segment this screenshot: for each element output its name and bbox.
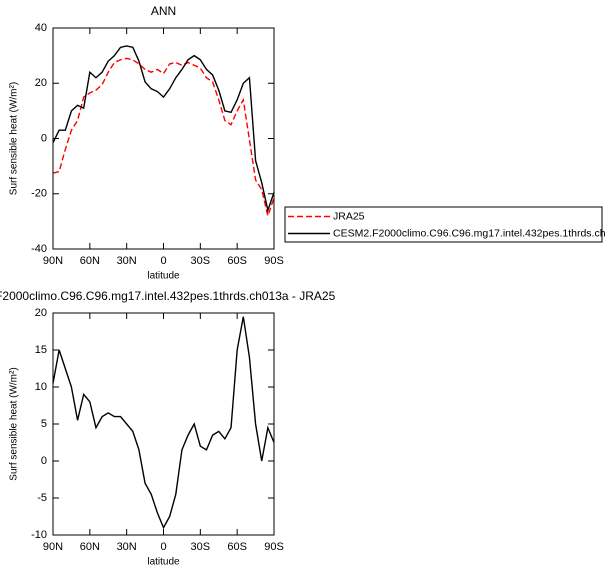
x-tick-label: 60N bbox=[80, 255, 100, 267]
y-tick-label: -40 bbox=[31, 243, 47, 255]
x-tick-label: 60S bbox=[227, 255, 247, 267]
y-tick-label: 10 bbox=[35, 381, 47, 393]
data-line bbox=[52, 45, 275, 213]
y-tick-label: 20 bbox=[35, 307, 47, 319]
x-tick-label: 60N bbox=[80, 541, 100, 553]
x-tick-label: 90S bbox=[264, 255, 284, 267]
x-tick-label: 90S bbox=[264, 541, 284, 553]
x-tick-label: 90N bbox=[43, 541, 63, 553]
chart-title: ANN bbox=[151, 4, 176, 18]
x-tick-label: 30N bbox=[117, 255, 137, 267]
x-tick-label: 30N bbox=[117, 541, 137, 553]
data-line bbox=[52, 57, 275, 219]
y-axis-label: Surf sensible heat (W/m²) bbox=[9, 367, 20, 480]
legend-label: CESM2.F2000climo.C96.C96.mg17.intel.432p… bbox=[333, 227, 605, 239]
x-axis-label: latitude bbox=[147, 557, 180, 568]
y-tick-label: 20 bbox=[35, 77, 47, 89]
y-tick-label: -10 bbox=[31, 529, 47, 541]
legend-box bbox=[284, 206, 603, 243]
y-tick-label: -20 bbox=[31, 188, 47, 200]
x-tick-label: 90N bbox=[43, 255, 63, 267]
plot-frame bbox=[52, 312, 275, 536]
data-line bbox=[52, 316, 275, 530]
y-tick-label: 0 bbox=[41, 455, 47, 467]
y-tick-label: 0 bbox=[41, 132, 47, 144]
x-tick-label: 30S bbox=[191, 255, 211, 267]
y-tick-label: -5 bbox=[37, 492, 47, 504]
y-tick-label: 5 bbox=[41, 418, 47, 430]
plot-frame bbox=[52, 27, 275, 250]
x-axis-label: latitude bbox=[147, 271, 180, 282]
y-tick-label: 15 bbox=[35, 344, 47, 356]
y-axis-label: Surf sensible heat (W/m²) bbox=[9, 82, 20, 195]
y-tick-label: 40 bbox=[35, 22, 47, 34]
x-tick-label: 60S bbox=[227, 541, 247, 553]
x-tick-label: 30S bbox=[191, 541, 211, 553]
x-tick-label: 0 bbox=[160, 255, 166, 267]
chart-title: .F2000climo.C96.C96.mg17.intel.432pes.1t… bbox=[0, 289, 336, 303]
x-tick-label: 0 bbox=[160, 541, 166, 553]
legend-label: JRA25 bbox=[333, 210, 365, 222]
